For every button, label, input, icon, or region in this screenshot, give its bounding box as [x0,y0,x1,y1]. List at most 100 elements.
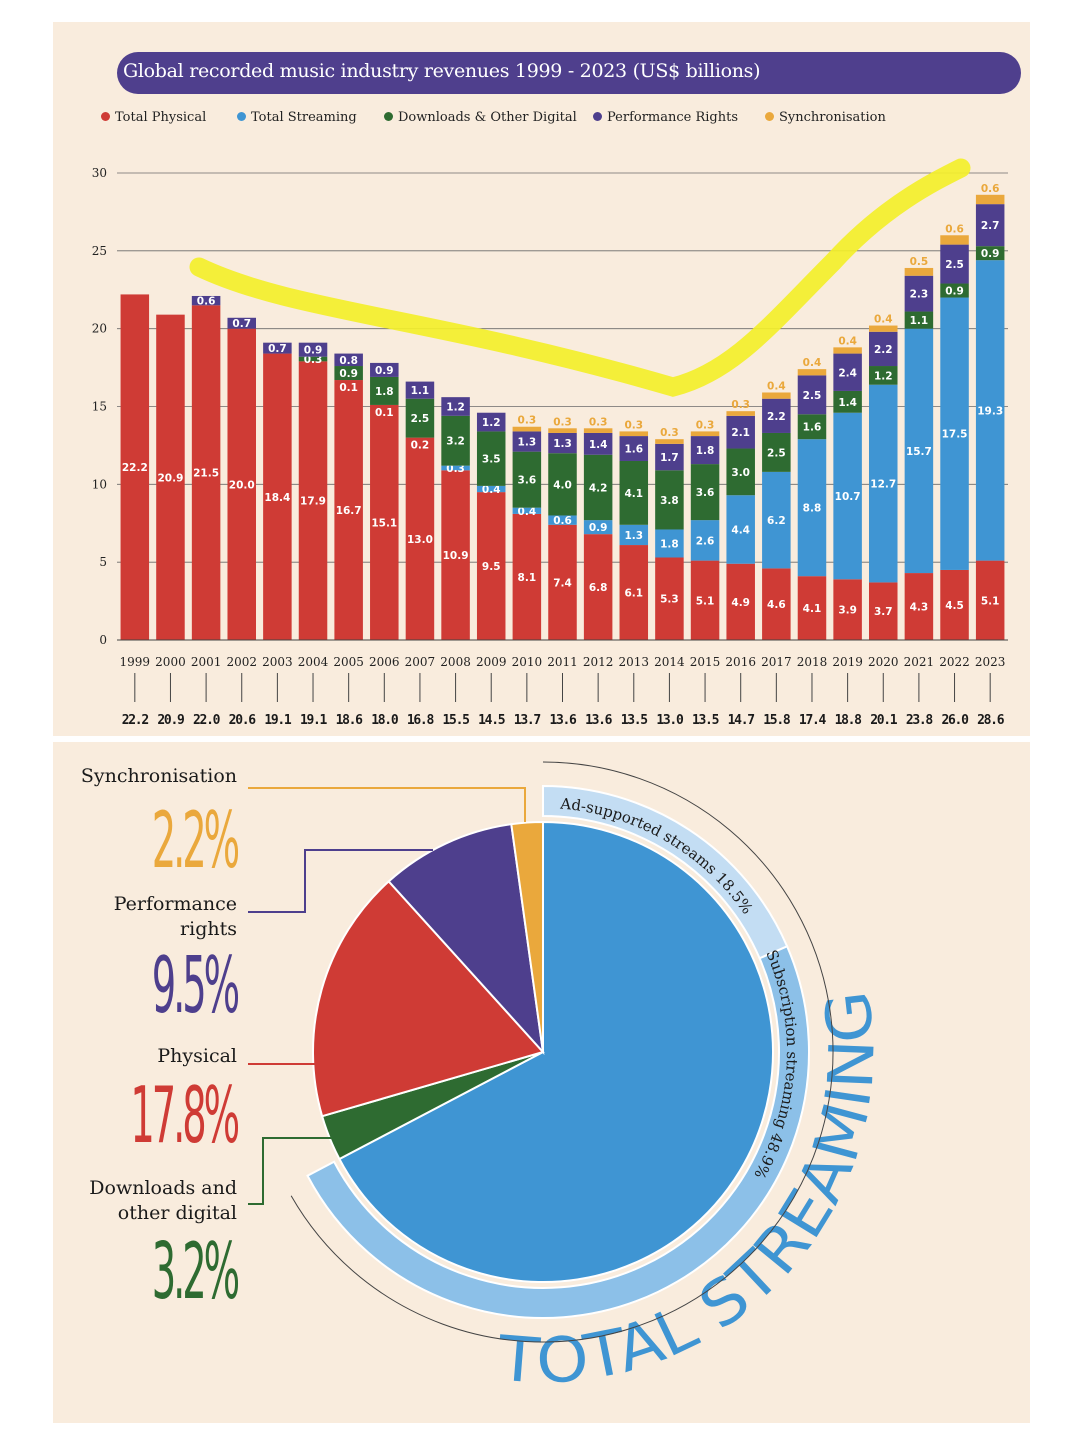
data-label-performance: 1.2 [482,417,501,429]
data-label-performance: 0.8 [339,355,358,367]
x-tick-label: 2022 [939,655,970,669]
bar-segment-physical-2010 [512,513,542,640]
bar-segment-performance-2021 [904,275,934,312]
legend-item-downloads: Downloads & Other Digital [384,110,577,128]
data-label-performance: 2.4 [838,367,857,379]
bar-segment-sync-2016 [726,411,755,416]
bar-segment-performance-2007 [405,381,435,399]
bar-segment-streaming-2008 [441,465,470,471]
data-label-physical: 16.7 [336,505,362,517]
data-label-downloads: 1.2 [874,370,893,382]
bar-segment-performance-2009 [476,412,506,432]
bar-segment-physical-2013 [619,545,649,640]
data-label-downloads: 1.4 [838,397,857,409]
callout-leader-downloads [248,1137,333,1205]
data-label-downloads: 0.3 [304,354,323,366]
bar-segment-physical-2002 [227,328,256,640]
total-label: 13.6 [585,713,613,728]
data-label-performance: 0.7 [232,318,251,330]
bar-segment-streaming-2022 [940,297,969,570]
x-tick-label: 2002 [226,655,257,669]
bar-segment-performance-2006 [370,362,399,377]
bar-segment-performance-2023 [975,204,1005,247]
bar-segment-performance-2022 [940,244,969,284]
data-label-sync: 0.4 [803,357,822,369]
legend-item-physical: Total Physical [101,110,206,128]
bar-segment-downloads-2013 [619,460,649,525]
bar-chart-panel: Global recorded music industry revenues … [53,22,1030,736]
data-label-streaming: 0.4 [482,484,501,496]
data-label-performance: 1.7 [660,452,679,464]
data-label-physical: 5.3 [660,594,679,606]
bar-segment-streaming-2014 [655,529,684,558]
data-label-sync: 0.5 [910,256,929,268]
data-label-streaming: 0.3 [446,463,465,475]
total-label: 13.0 [656,713,684,728]
y-tick-label: 5 [99,555,107,569]
bar-segment-downloads-2015 [690,464,720,521]
data-label-physical: 13.0 [407,534,433,546]
bar-segment-physical-2014 [655,557,684,640]
data-label-sync: 0.6 [981,183,1000,195]
total-label: 15.5 [443,713,470,728]
data-label-streaming: 1.3 [624,530,643,542]
y-tick-label: 20 [92,322,107,336]
data-label-downloads: 2.5 [411,413,430,425]
data-label-downloads: 3.0 [731,467,750,479]
bar-segment-sync-2020 [869,325,898,332]
total-label: 13.7 [514,713,541,728]
data-label-performance: 1.3 [518,437,537,449]
chart-title-bar: Global recorded music industry revenues … [117,52,1021,94]
legend-swatch-streaming [237,112,246,121]
legend-label-performance: Performance Rights [607,110,739,125]
callout-label-performance: Performance [114,893,237,915]
pie-slice-performance [387,823,545,1056]
data-label-streaming: 0.9 [589,522,608,534]
data-label-physical: 21.5 [193,468,219,480]
callout-leader-sync [248,787,526,822]
bar-segment-downloads-2023 [975,246,1005,261]
bar-segment-downloads-2007 [405,398,435,438]
total-label: 15.8 [763,713,791,728]
data-label-performance: 1.1 [411,385,430,397]
bar-segment-sync-2017 [762,392,791,399]
data-label-downloads: 2.5 [767,447,786,459]
data-label-streaming: 15.7 [906,446,932,458]
data-label-streaming: 0.6 [553,515,572,527]
highlighter-stroke [189,158,971,397]
legend-item-streaming: Total Streaming [237,110,357,128]
bar-segment-sync-2010 [512,426,542,432]
data-label-performance: 2.3 [910,289,929,301]
total-label: 18.6 [336,713,364,728]
callout-value-physical: 17.8% [130,1071,238,1161]
bar-segment-performance-2011 [548,432,577,454]
data-label-performance: 1.4 [589,439,608,451]
callout-value-performance: 9.5% [152,941,238,1031]
data-label-streaming: 8.8 [803,503,822,515]
y-tick-label: 15 [92,400,107,414]
total-label: 19.1 [264,713,292,728]
data-label-physical: 4.9 [731,597,750,609]
data-label-sync: 0.3 [696,419,715,431]
bar-segment-performance-2004 [298,342,328,357]
data-label-physical: 10.9 [443,550,469,562]
bar-segment-performance-2016 [726,415,755,449]
x-tick-label: 2010 [512,655,543,669]
x-tick-label: 1999 [120,655,151,669]
data-label-extra: 0.2 [411,440,430,452]
bar-segment-sync-2022 [940,235,969,245]
bar-segment-streaming-2021 [904,328,934,574]
data-label-extra: 0.1 [375,407,394,419]
data-label-sync: 0.3 [518,415,537,427]
data-label-physical: 15.1 [371,517,397,529]
chart-title: Global recorded music industry revenues … [123,60,761,82]
pie-slice-physical [312,879,545,1118]
total-label: 18.8 [835,713,863,728]
data-label-physical: 17.9 [300,496,326,508]
bar-segment-streaming-2020 [869,384,898,583]
data-label-downloads: 3.5 [482,454,501,466]
bar-segment-streaming-2012 [583,520,613,535]
bar-segment-streaming-2016 [726,495,755,564]
data-label-physical: 9.5 [482,561,501,573]
data-label-physical: 3.9 [838,605,857,617]
